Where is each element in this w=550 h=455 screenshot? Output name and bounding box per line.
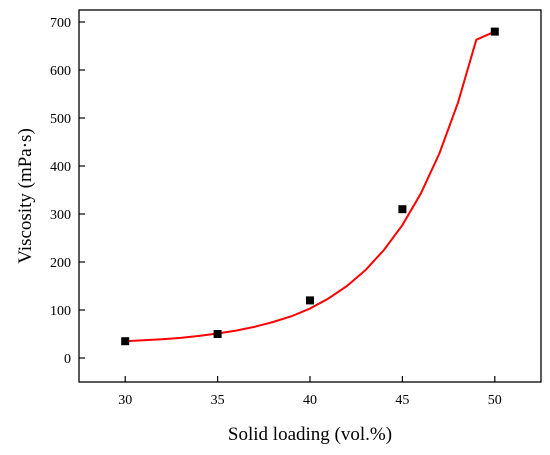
y-tick-label: 400 (50, 160, 71, 175)
y-tick-label: 200 (50, 256, 71, 271)
data-point (490, 27, 499, 36)
fit-curve (125, 30, 496, 343)
y-tick-label: 100 (50, 304, 71, 319)
series-layer (121, 27, 499, 346)
data-point (213, 330, 222, 338)
y-axis-title: Viscosity (mPa·s) (15, 128, 36, 264)
x-axis-title: Solid loading (vol.%) (228, 424, 392, 445)
data-point (121, 337, 130, 346)
x-tick-label: 30 (118, 393, 132, 408)
y-tick-label: 700 (50, 16, 71, 31)
x-tick-label: 50 (488, 393, 502, 408)
x-tick-label: 45 (395, 393, 409, 408)
x-tick-label: 40 (303, 393, 317, 408)
y-axis-ticks: 0 100 200 300 400 500 600 700 (50, 16, 85, 367)
x-axis-ticks: 30 35 40 45 50 (118, 376, 502, 408)
data-point (306, 296, 314, 305)
y-tick-label: 0 (64, 352, 71, 367)
y-tick-label: 300 (50, 208, 71, 223)
x-tick-label: 35 (211, 393, 225, 408)
y-tick-label: 500 (50, 112, 71, 127)
y-tick-label: 600 (50, 64, 71, 79)
plot-frame (78, 9, 542, 383)
data-point (398, 205, 407, 214)
